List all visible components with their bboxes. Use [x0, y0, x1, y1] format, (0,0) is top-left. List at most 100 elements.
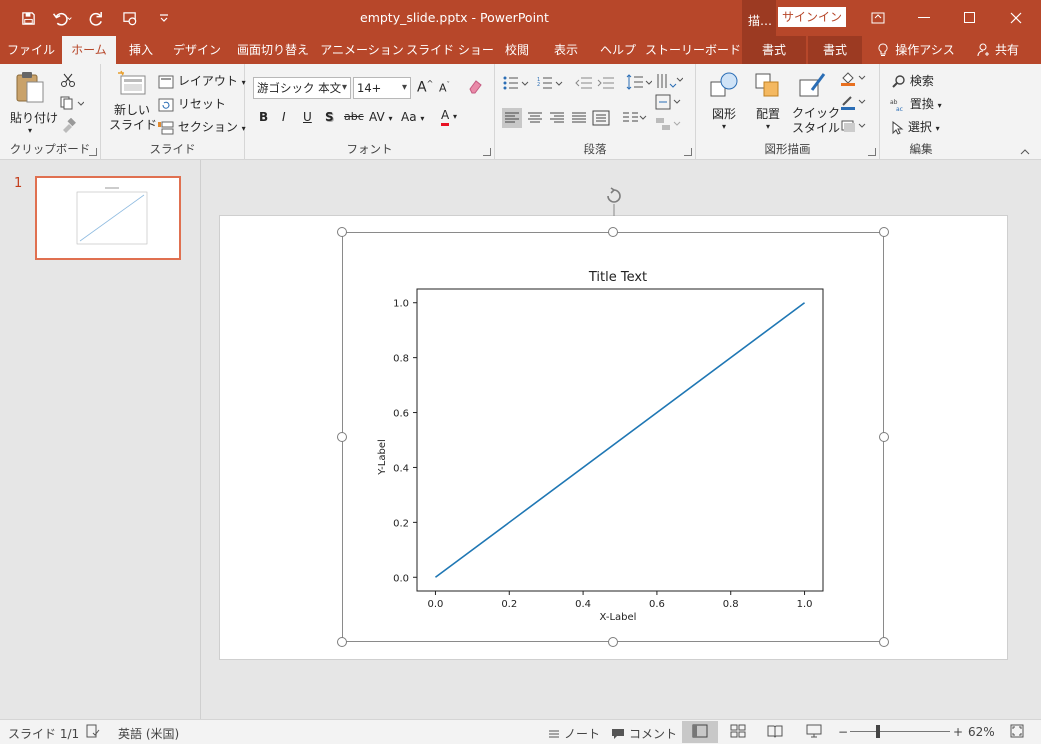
align-left-icon[interactable] — [502, 108, 522, 128]
reset-button[interactable]: リセット — [158, 95, 226, 112]
resize-handle-left[interactable] — [337, 432, 347, 442]
font-name-combo[interactable]: 游ゴシック 本文 ▾ — [253, 77, 351, 99]
resize-handle-bottom-left[interactable] — [337, 637, 347, 647]
paragraph-launcher[interactable] — [684, 148, 692, 156]
share-button[interactable]: 共有 — [968, 36, 1028, 64]
resize-handle-bottom[interactable] — [608, 637, 618, 647]
section-button[interactable]: セクション ▾ — [158, 118, 246, 135]
change-case-button[interactable]: Aa ▾ — [401, 110, 425, 124]
zoom-level[interactable]: 62% — [968, 725, 995, 739]
shadow-button[interactable]: S — [325, 110, 334, 124]
resize-handle-bottom-right[interactable] — [879, 637, 889, 647]
tab-design[interactable]: デザイン — [172, 43, 221, 57]
zoom-in-button[interactable]: + — [953, 725, 964, 739]
spellcheck-icon[interactable] — [86, 724, 100, 741]
shape-effects-icon[interactable] — [840, 118, 868, 137]
clear-formatting-icon[interactable] — [467, 78, 483, 97]
columns-icon[interactable] — [621, 110, 647, 129]
reading-view-icon[interactable] — [767, 724, 783, 741]
fit-to-window-icon[interactable] — [1010, 724, 1024, 741]
resize-handle-top-left[interactable] — [337, 227, 347, 237]
increase-indent-icon[interactable] — [597, 76, 615, 93]
find-button[interactable]: 検索 — [892, 72, 934, 89]
tell-me-search[interactable]: 操作アシス — [866, 36, 966, 64]
rotate-handle-icon[interactable] — [603, 186, 625, 216]
shape-outline-icon[interactable] — [840, 94, 868, 113]
line-spacing-icon[interactable] — [626, 74, 653, 93]
layout-button[interactable]: レイアウト ▾ — [158, 72, 246, 89]
quick-styles-button[interactable]: クイック スタイル — [792, 70, 840, 136]
align-center-icon[interactable] — [525, 108, 545, 131]
char-spacing-button[interactable]: AV ▾ — [369, 110, 393, 124]
tab-animations[interactable]: アニメーション — [320, 43, 404, 57]
grow-font-button[interactable]: A^ — [417, 79, 434, 96]
tab-review[interactable]: 校閲 — [504, 43, 529, 57]
tab-format-drawing[interactable]: 書式 — [742, 36, 806, 64]
slideshow-view-icon[interactable] — [806, 724, 822, 741]
redo-icon[interactable] — [86, 8, 106, 28]
shrink-font-button[interactable]: Aˇ — [439, 81, 451, 95]
underline-button[interactable]: U — [303, 110, 312, 124]
font-color-button[interactable]: A ▾ — [441, 108, 457, 126]
select-button[interactable]: 選択 ▾ — [892, 118, 940, 135]
minimize-icon[interactable] — [901, 0, 947, 36]
decrease-indent-icon[interactable] — [575, 76, 593, 93]
tab-file[interactable]: ファイル — [6, 43, 55, 57]
format-painter-icon[interactable] — [60, 117, 76, 137]
slide-sorter-icon[interactable] — [730, 724, 746, 741]
text-direction-icon[interactable] — [655, 72, 684, 93]
shape-fill-icon[interactable] — [840, 70, 868, 89]
notes-button[interactable]: ノート — [548, 725, 600, 742]
zoom-slider-thumb[interactable] — [876, 725, 880, 738]
justify-icon[interactable] — [569, 108, 589, 131]
bullets-icon[interactable] — [503, 76, 529, 93]
maximize-icon[interactable] — [947, 0, 993, 36]
tab-insert[interactable]: 挿入 — [128, 43, 153, 57]
font-launcher[interactable] — [483, 148, 491, 156]
customize-qat-icon[interactable] — [154, 8, 174, 28]
slide-thumbnail[interactable] — [35, 176, 181, 260]
font-size-combo[interactable]: 14+ ▾ — [353, 77, 411, 99]
clipboard-launcher[interactable] — [89, 148, 97, 156]
tab-slideshow[interactable]: スライド ショー — [406, 43, 494, 57]
tab-transitions[interactable]: 画面切り替え — [236, 43, 309, 57]
shapes-button[interactable]: 図形 ▾ — [706, 70, 742, 131]
strikethrough-button[interactable]: abc — [344, 110, 364, 123]
cut-icon[interactable] — [60, 72, 76, 91]
arrange-button[interactable]: 配置 ▾ — [750, 70, 786, 131]
align-text-icon[interactable] — [655, 94, 683, 113]
save-icon[interactable] — [18, 8, 38, 28]
new-slide-button[interactable]: 新しい スライド — [109, 70, 157, 133]
replace-button[interactable]: ab ac 置換 ▾ — [890, 97, 942, 112]
start-slideshow-icon[interactable] — [120, 8, 140, 28]
italic-button[interactable]: I — [282, 110, 286, 124]
tab-format-picture[interactable]: 書式 — [808, 36, 862, 64]
distributed-icon[interactable] — [591, 108, 611, 131]
tab-home[interactable]: ホーム — [62, 36, 116, 64]
undo-icon[interactable] — [52, 8, 72, 28]
paste-button[interactable]: 貼り付け ▾ — [10, 70, 58, 135]
slide-thumbnail-pane: 1 — [0, 160, 201, 719]
comments-button[interactable]: コメント — [611, 725, 677, 742]
ribbon-display-options-icon[interactable] — [855, 0, 901, 36]
close-icon[interactable] — [993, 0, 1039, 36]
tab-help[interactable]: ヘルプ — [599, 43, 636, 57]
zoom-out-button[interactable]: − — [838, 725, 849, 739]
copy-icon[interactable] — [60, 96, 85, 113]
normal-view-icon[interactable] — [682, 721, 718, 743]
resize-handle-top[interactable] — [608, 227, 618, 237]
share-label: 共有 — [994, 43, 1019, 57]
bold-button[interactable]: B — [259, 110, 269, 124]
resize-handle-top-right[interactable] — [879, 227, 889, 237]
align-right-icon[interactable] — [547, 108, 567, 131]
tab-view[interactable]: 表示 — [553, 43, 578, 57]
collapse-ribbon-icon[interactable] — [1020, 144, 1030, 158]
drawing-launcher[interactable] — [868, 148, 876, 156]
resize-handle-right[interactable] — [879, 432, 889, 442]
signin-button[interactable]: サインイン — [778, 7, 846, 27]
language-indicator[interactable]: 英語 (米国) — [118, 727, 180, 741]
smartart-icon[interactable] — [655, 116, 683, 135]
tab-storyboard[interactable]: ストーリーボード — [644, 43, 741, 57]
zoom-slider-track[interactable] — [850, 731, 950, 732]
